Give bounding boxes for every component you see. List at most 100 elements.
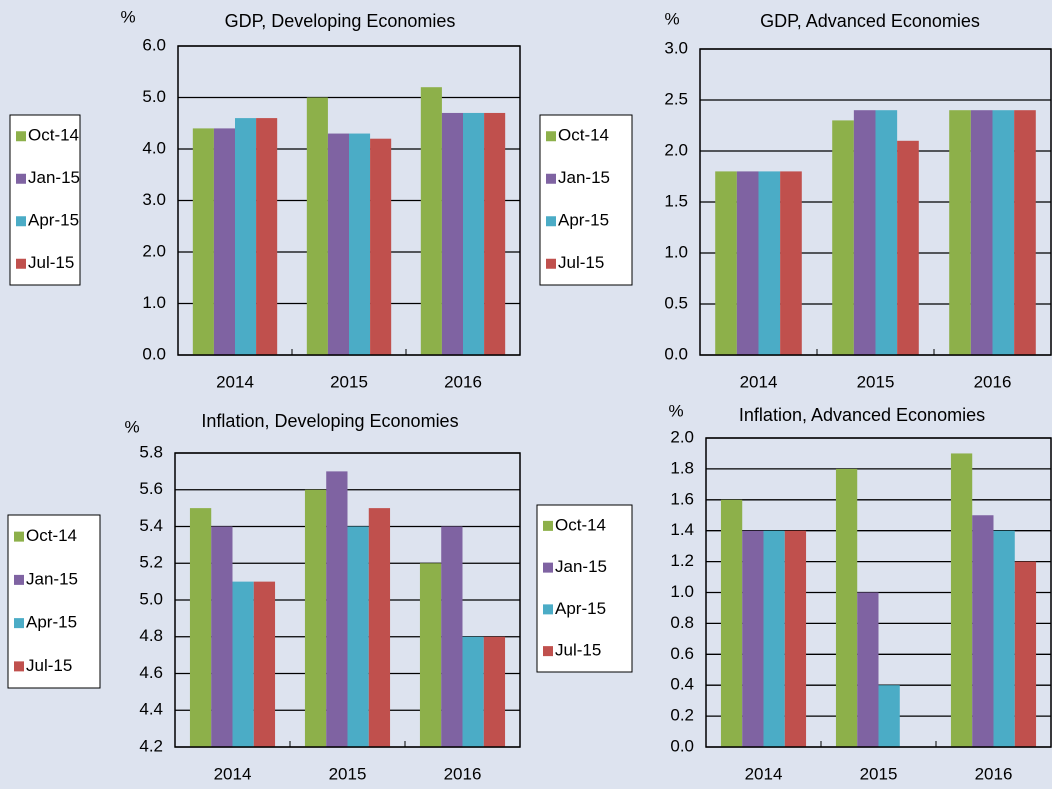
chart-title: GDP, Developing Economies [225, 11, 456, 31]
y-tick-label: 0.6 [670, 644, 694, 663]
legend-swatch [543, 520, 553, 531]
legend-label: Jul-15 [28, 253, 74, 272]
bar [853, 110, 876, 355]
legend-label: Apr-15 [555, 599, 606, 618]
y-tick-label: 1.6 [670, 489, 694, 508]
y-tick-label: 5.6 [139, 479, 163, 498]
legend-box [7, 514, 101, 689]
legend-label: Apr-15 [28, 211, 79, 230]
x-tick-label: 2016 [444, 764, 482, 783]
y-tick-label: 1.0 [142, 293, 166, 312]
y-unit-label: % [668, 401, 683, 420]
y-tick-label: 5.0 [142, 87, 166, 106]
y-tick-label: 3.0 [664, 38, 688, 57]
y-tick-label: 0.0 [664, 344, 688, 363]
bar [758, 171, 781, 355]
legend-swatch [543, 604, 553, 615]
bar [715, 171, 737, 355]
bar [736, 171, 759, 355]
plot-frame [699, 48, 1052, 356]
legend-swatch [16, 173, 26, 184]
chart: GDP, Developing Economies% 0.0 1.0 2.0 3.0 4.… [9, 7, 521, 391]
x-tick-label: 2016 [974, 372, 1012, 391]
bar [972, 515, 994, 747]
x-tick-label: 2015 [329, 764, 367, 783]
legend-swatch [14, 618, 24, 629]
bar [763, 530, 785, 747]
y-tick-label: 1.5 [664, 191, 688, 210]
y-tick-label: 2.0 [142, 241, 166, 260]
bar [832, 120, 854, 356]
bar [835, 468, 858, 747]
bar [992, 110, 1015, 355]
bar [420, 87, 442, 355]
y-tick-label: 4.2 [139, 736, 163, 755]
y-unit-label: % [664, 9, 679, 28]
legend-label: Jul-15 [558, 253, 604, 272]
legend-box [536, 504, 633, 673]
y-tick-label: 4.0 [142, 138, 166, 157]
y-tick-label: 1.0 [670, 582, 694, 601]
legend-label: Oct-14 [558, 126, 609, 145]
y-tick-label: 1.8 [670, 458, 694, 477]
bar [235, 118, 257, 355]
legend-swatch [16, 216, 26, 227]
bar [780, 171, 802, 355]
legend-swatch [546, 131, 556, 142]
y-tick-label: 0.0 [142, 344, 166, 363]
legend-label: Apr-15 [558, 211, 609, 230]
bar [857, 592, 879, 747]
x-tick-label: 2016 [975, 764, 1013, 783]
bar [349, 133, 371, 355]
legend-label: Jul-15 [555, 641, 601, 660]
plot-frame [705, 437, 1052, 748]
x-tick-label: 2014 [214, 764, 252, 783]
bar [441, 526, 463, 747]
y-tick-label: 4.8 [139, 626, 163, 645]
legend-label: Jan-15 [558, 168, 610, 187]
legend-swatch [546, 258, 556, 269]
bar [484, 112, 506, 355]
y-tick-label: 1.2 [670, 551, 694, 570]
y-tick-label: 5.0 [139, 589, 163, 608]
bar [304, 489, 327, 747]
y-tick-label: 1.0 [664, 242, 688, 261]
bar [213, 128, 235, 355]
bar [211, 526, 233, 747]
bar [1014, 110, 1036, 355]
y-tick-label: 0.4 [670, 675, 694, 694]
bar [970, 110, 993, 355]
bar [306, 97, 328, 355]
bar [483, 636, 506, 747]
bar [256, 118, 278, 355]
y-unit-label: % [120, 7, 135, 26]
bar [419, 563, 442, 747]
legend-swatch [16, 131, 26, 142]
bar [232, 581, 254, 747]
y-tick-label: 4.6 [139, 663, 163, 682]
chart: Inflation, Developing Economies% 4.2 4.4 4.… [7, 411, 521, 783]
bar [253, 581, 276, 747]
y-unit-label: % [124, 417, 139, 436]
legend-box [9, 114, 81, 286]
bar [1014, 561, 1037, 747]
y-tick-label: 5.4 [139, 516, 163, 535]
legend-label: Oct-14 [28, 126, 79, 145]
legend-swatch [16, 258, 26, 269]
legend-box [539, 114, 633, 286]
y-tick-label: 6.0 [142, 35, 166, 54]
legend-label: Oct-14 [26, 526, 77, 545]
x-tick-label: 2014 [745, 764, 783, 783]
x-tick-label: 2015 [860, 764, 898, 783]
x-tick-label: 2014 [740, 372, 778, 391]
legend-label: Oct-14 [555, 515, 606, 534]
y-tick-label: 4.4 [139, 700, 163, 719]
y-tick-label: 5.2 [139, 553, 163, 572]
bar [878, 685, 900, 747]
legend-swatch [14, 531, 24, 542]
bar [327, 133, 349, 355]
chart-title: Inflation, Advanced Economies [739, 405, 985, 425]
y-tick-label: 0.2 [670, 706, 694, 725]
bar [463, 112, 485, 355]
